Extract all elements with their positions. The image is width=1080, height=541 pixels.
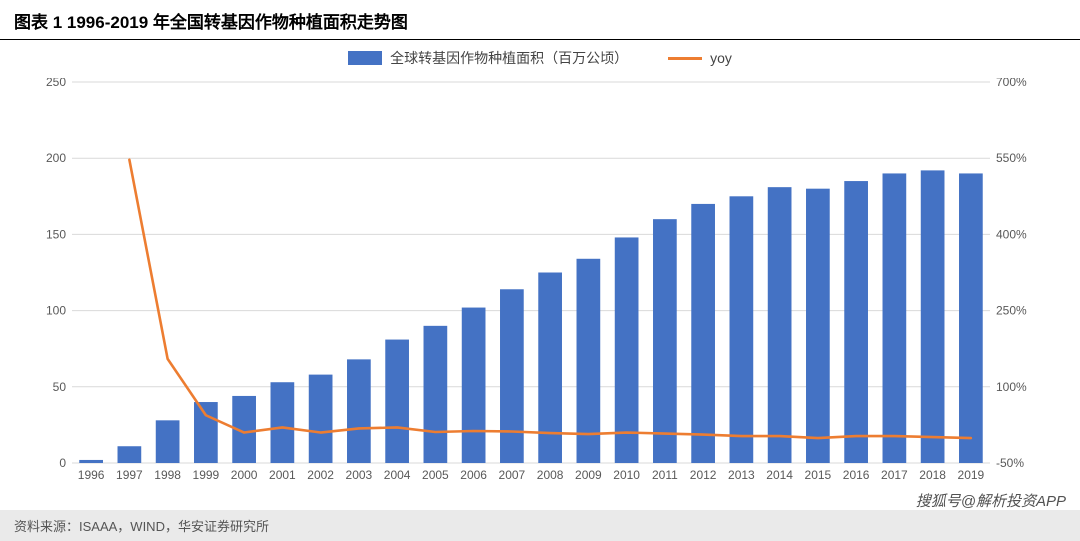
x-tick-label: 2003	[346, 468, 373, 482]
legend-item-bar: 全球转基因作物种植面积（百万公顷）	[348, 48, 628, 68]
x-tick-label: 1998	[154, 468, 181, 482]
x-tick-label: 2007	[499, 468, 526, 482]
x-tick-label: 2000	[231, 468, 258, 482]
plot-area: 0 50 100 150 200 250 -50% 100% 250% 400% 550% 700% 1…	[40, 78, 1034, 485]
y-right-tick-label: -50%	[996, 456, 1024, 470]
chart-legend: 全球转基因作物种植面积（百万公顷） yoy	[0, 40, 1080, 72]
x-tick-label: 2002	[307, 468, 334, 482]
bar	[959, 173, 983, 463]
bar	[653, 219, 677, 463]
bar	[462, 308, 486, 463]
bar	[79, 460, 103, 463]
legend-label-bar: 全球转基因作物种植面积（百万公顷）	[390, 48, 628, 68]
bar	[309, 375, 333, 463]
x-tick-label: 2018	[919, 468, 946, 482]
bar	[271, 382, 295, 463]
bar	[844, 181, 868, 463]
x-tick-label: 2001	[269, 468, 296, 482]
x-tick-label: 2019	[958, 468, 985, 482]
bar	[347, 359, 371, 463]
y-left-tick-label: 100	[46, 304, 66, 318]
bar	[883, 173, 907, 463]
y-left-tick-label: 200	[46, 151, 66, 165]
bar	[156, 420, 180, 463]
y-right-tick-label: 400%	[996, 227, 1027, 241]
x-tick-label: 2017	[881, 468, 908, 482]
source-footer: 资料来源：ISAAA，WIND，华安证券研究所	[0, 510, 1080, 541]
bar	[921, 170, 945, 463]
bar	[615, 237, 639, 463]
bar	[424, 326, 448, 463]
legend-swatch-bar	[348, 51, 382, 65]
x-tick-label: 2004	[384, 468, 411, 482]
y-left-tick-label: 150	[46, 227, 66, 241]
x-tick-label: 2011	[652, 468, 678, 482]
x-tick-label: 2012	[690, 468, 717, 482]
bar	[500, 289, 524, 463]
x-tick-label: 2006	[460, 468, 487, 482]
chart-title: 图表 1 1996-2019 年全国转基因作物种植面积走势图	[0, 0, 1080, 40]
x-tick-label: 1999	[193, 468, 220, 482]
legend-item-line: yoy	[668, 50, 732, 66]
bar	[118, 446, 142, 463]
bar	[768, 187, 792, 463]
y-right-tick-label: 550%	[996, 151, 1027, 165]
x-tick-label: 1996	[78, 468, 105, 482]
bar	[577, 259, 601, 463]
bar	[806, 189, 830, 463]
bar	[194, 402, 218, 463]
bar	[385, 340, 409, 463]
legend-swatch-line	[668, 57, 702, 60]
bar	[730, 196, 754, 463]
x-tick-label: 2010	[613, 468, 640, 482]
y-right-tick-label: 250%	[996, 304, 1027, 318]
y-right-tick-label: 700%	[996, 78, 1027, 89]
y-left-tick-label: 50	[53, 380, 67, 394]
x-tick-label: 2015	[805, 468, 832, 482]
watermark: 搜狐号@解析投资APP	[916, 490, 1066, 511]
y-right-tick-label: 100%	[996, 380, 1027, 394]
chart-svg: 0 50 100 150 200 250 -50% 100% 250% 400% 550% 700% 1…	[40, 78, 1034, 485]
x-tick-label: 2013	[728, 468, 755, 482]
x-tick-label: 2016	[843, 468, 870, 482]
x-tick-label: 2009	[575, 468, 602, 482]
x-tick-label: 1997	[116, 468, 143, 482]
y-left-tick-label: 0	[59, 456, 66, 470]
y-left-tick-label: 250	[46, 78, 66, 89]
x-tick-label: 2014	[766, 468, 793, 482]
legend-label-line: yoy	[710, 50, 732, 66]
chart-figure: 图表 1 1996-2019 年全国转基因作物种植面积走势图 全球转基因作物种植…	[0, 0, 1080, 541]
bar	[691, 204, 715, 463]
x-tick-label: 2005	[422, 468, 449, 482]
x-tick-label: 2008	[537, 468, 564, 482]
